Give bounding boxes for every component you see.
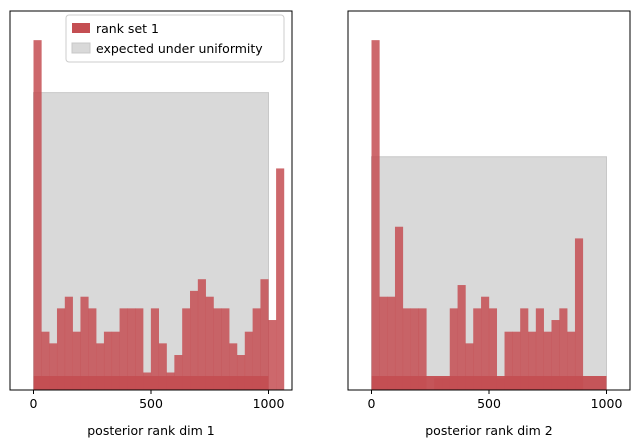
histogram-bar (182, 308, 191, 390)
legend-swatch (72, 23, 90, 33)
histogram-bar (410, 308, 419, 390)
histogram-bar (574, 238, 584, 390)
histogram-bar (244, 331, 253, 390)
histogram-bar (197, 279, 206, 390)
histogram-bar (205, 296, 214, 390)
histogram-bar (119, 308, 128, 390)
histogram-bar (80, 296, 89, 390)
legend-swatch (71, 42, 91, 54)
histogram-bar (221, 308, 230, 390)
histogram-bar (512, 331, 521, 390)
histogram-bar (528, 331, 537, 390)
x-axis-label: posterior rank dim 2 (425, 423, 553, 438)
histogram-bar (229, 343, 238, 390)
baseline-strip (33, 376, 269, 390)
histogram-bar (174, 355, 183, 390)
histogram-bar (41, 331, 50, 390)
histogram-bar (488, 308, 498, 390)
histogram-bar (127, 308, 136, 390)
histogram-bar (418, 308, 427, 390)
histogram-bar (465, 343, 474, 390)
x-tick-label: 0 (30, 396, 38, 411)
x-tick-label: 1000 (253, 396, 285, 411)
histogram-bar (56, 308, 66, 390)
legend-label: rank set 1 (96, 21, 159, 36)
histogram-bar (111, 331, 120, 390)
histogram-bar (559, 308, 568, 390)
histogram-bar (457, 285, 466, 390)
legend-label: expected under uniformity (96, 41, 263, 56)
histogram-bar (213, 308, 222, 390)
histogram-bar (236, 355, 246, 390)
histogram-bar (449, 308, 458, 390)
histogram-bar (96, 343, 105, 390)
histogram-bar (520, 308, 529, 390)
legend: rank set 1 expected under uniformity (65, 14, 285, 63)
histogram-bar (276, 168, 285, 390)
x-tick-label: 0 (368, 396, 376, 411)
histogram-bar (551, 320, 560, 390)
x-axis-label: posterior rank dim 1 (87, 423, 215, 438)
histogram-bar (252, 308, 261, 390)
histogram-bar (371, 40, 380, 391)
histogram-bar (33, 40, 42, 391)
histogram-bar (379, 296, 388, 390)
histogram-bar (543, 331, 552, 390)
histogram-bar (504, 331, 513, 390)
histogram-bar (402, 308, 411, 390)
subplot-dim-2: 0 500 1000 posterior rank dim 2 (347, 10, 631, 438)
histogram-bar (394, 226, 404, 390)
histogram-bar (387, 296, 396, 390)
histogram-bar (64, 296, 73, 390)
histogram-bar (103, 331, 113, 390)
histogram-bar (49, 343, 58, 390)
histogram-bar (535, 308, 544, 390)
histogram-bar (88, 308, 97, 390)
histogram-bar (268, 320, 277, 390)
x-tick-label: 500 (139, 396, 163, 411)
histogram-bar (481, 296, 490, 390)
histogram-bar (260, 279, 269, 390)
histogram-bar (72, 331, 81, 390)
histogram-bar (567, 331, 576, 390)
histogram-bar (190, 290, 199, 390)
histogram-bar (473, 308, 482, 390)
legend-box (65, 14, 285, 63)
baseline-strip (371, 376, 607, 390)
histogram-bar (150, 308, 160, 390)
subplot-dim-1: 0 500 1000 posterior rank dim 1 rank set 1 ex… (9, 10, 293, 438)
x-tick-label: 500 (477, 396, 501, 411)
histogram-bar (158, 343, 167, 390)
x-tick-label: 1000 (591, 396, 623, 411)
histogram-bar (135, 308, 144, 390)
